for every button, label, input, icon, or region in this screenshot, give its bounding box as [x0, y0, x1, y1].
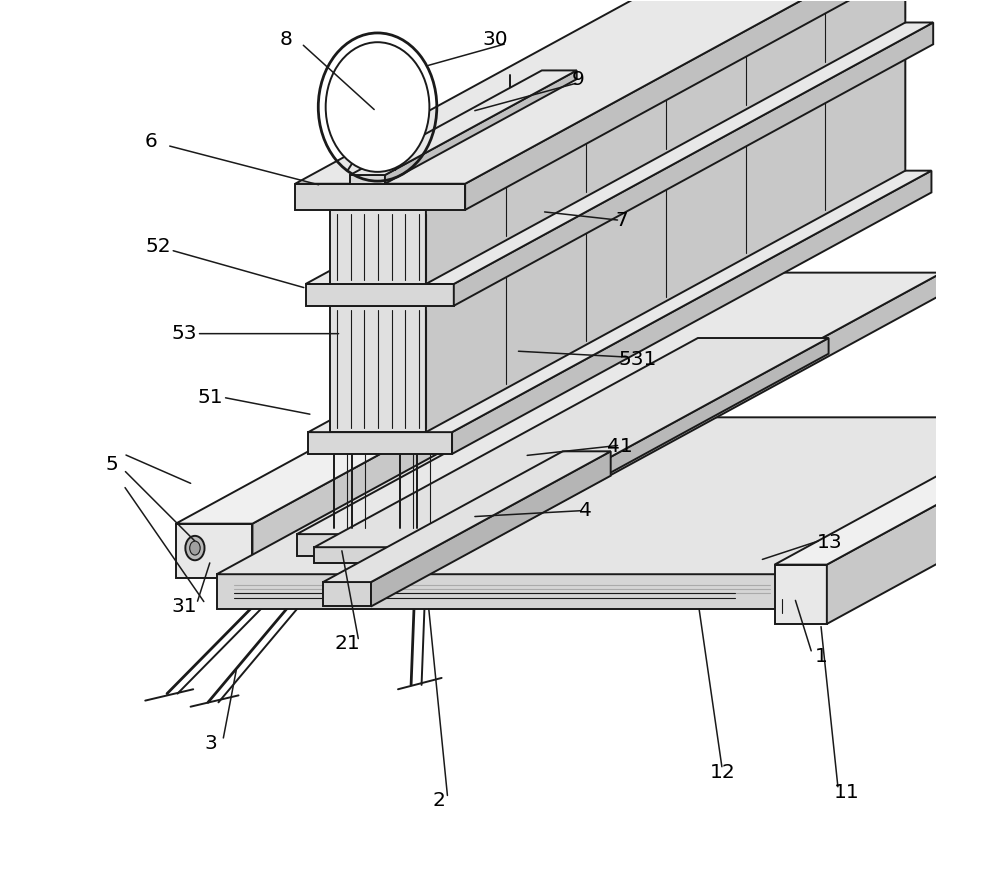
Polygon shape: [775, 565, 827, 624]
Polygon shape: [350, 175, 385, 183]
Polygon shape: [445, 338, 829, 563]
Ellipse shape: [185, 536, 205, 560]
Text: 31: 31: [172, 597, 197, 616]
Text: 52: 52: [146, 237, 171, 256]
Polygon shape: [323, 582, 371, 607]
Text: 3: 3: [204, 734, 217, 753]
Text: 53: 53: [172, 324, 197, 343]
Polygon shape: [314, 338, 829, 547]
Text: 13: 13: [817, 533, 842, 553]
Polygon shape: [452, 170, 931, 454]
Text: 12: 12: [709, 763, 735, 781]
Polygon shape: [371, 451, 611, 607]
Text: 1: 1: [814, 647, 827, 665]
Text: 7: 7: [616, 211, 628, 230]
Ellipse shape: [190, 541, 200, 555]
Polygon shape: [827, 355, 1000, 624]
Polygon shape: [463, 272, 942, 556]
Polygon shape: [308, 170, 931, 432]
Polygon shape: [295, 0, 945, 183]
Polygon shape: [775, 355, 1000, 565]
Polygon shape: [306, 284, 454, 306]
Polygon shape: [252, 367, 540, 578]
Text: 9: 9: [572, 70, 585, 89]
Polygon shape: [297, 272, 942, 534]
Polygon shape: [217, 574, 779, 609]
Polygon shape: [297, 534, 463, 556]
Ellipse shape: [326, 42, 429, 172]
Polygon shape: [323, 451, 611, 582]
Polygon shape: [330, 210, 426, 284]
Text: 4: 4: [579, 501, 592, 520]
Polygon shape: [306, 23, 933, 284]
Polygon shape: [176, 367, 540, 524]
Polygon shape: [426, 45, 905, 432]
Polygon shape: [176, 524, 252, 578]
Polygon shape: [295, 183, 465, 210]
Polygon shape: [426, 0, 905, 284]
Polygon shape: [779, 417, 1000, 609]
Polygon shape: [330, 306, 426, 432]
Text: 6: 6: [145, 133, 158, 151]
Text: 531: 531: [619, 350, 657, 369]
Text: 5: 5: [106, 455, 119, 474]
Polygon shape: [385, 71, 577, 183]
Polygon shape: [465, 0, 945, 210]
Polygon shape: [308, 432, 452, 454]
Text: 51: 51: [198, 388, 223, 407]
Polygon shape: [454, 23, 933, 306]
Text: 8: 8: [280, 31, 293, 50]
Polygon shape: [314, 547, 445, 563]
Text: 11: 11: [834, 782, 860, 801]
Polygon shape: [350, 71, 577, 175]
Text: 30: 30: [483, 31, 508, 50]
Polygon shape: [217, 417, 1000, 574]
Text: 2: 2: [433, 791, 445, 810]
Text: 21: 21: [335, 635, 360, 654]
Text: 41: 41: [607, 437, 633, 457]
